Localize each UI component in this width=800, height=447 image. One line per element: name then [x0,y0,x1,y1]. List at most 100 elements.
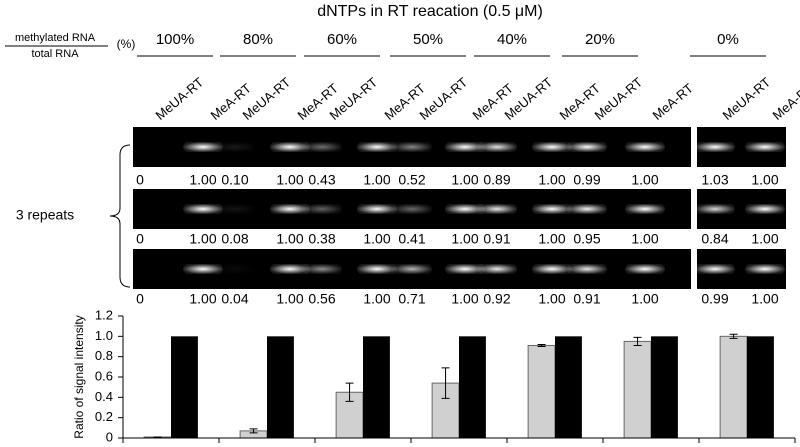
repeats-label: 3 repeats [16,207,74,223]
band [567,264,607,274]
band [695,204,735,214]
bar [363,336,390,438]
lane-label: MeUA-RT [416,74,470,123]
band-value: 1.00 [189,172,216,188]
band-value: 1.00 [363,172,390,188]
band-value: 0.92 [483,291,510,307]
band-value: 1.00 [276,172,303,188]
band-value: 1.00 [451,291,478,307]
unit: (%) [117,37,136,51]
y-tick-label: 1.2 [95,307,113,322]
band-value: 0.91 [573,291,600,307]
lane-label: MeA-RT [769,80,800,122]
band [302,264,342,274]
band-value: 0 [136,291,144,307]
band-value: 0.99 [701,291,728,307]
band [215,264,255,274]
y-tick-label: 0.4 [95,389,113,404]
lane-label: MeUA-RT [152,74,206,123]
band-value: 1.00 [751,231,778,247]
band [625,142,665,152]
lane-label: MeA-RT [649,80,696,122]
band-value: 0.89 [483,172,510,188]
lane-label: MeUA-RT [239,74,293,123]
band-value: 0.56 [308,291,335,307]
error-bar [729,333,738,339]
band-value: 0 [136,172,144,188]
band [532,204,572,214]
band-value: 0.38 [308,231,335,247]
band [477,142,517,152]
band-value: 0.99 [573,172,600,188]
bar [719,335,748,439]
band [392,264,432,274]
band [302,142,342,152]
percentage: 20% [585,31,615,48]
band [215,204,255,214]
error-bar [345,382,354,402]
band [183,204,223,214]
band-value: 1.00 [189,231,216,247]
band-value: 0.43 [308,172,335,188]
band-value: 1.00 [751,291,778,307]
band-value: 0.95 [573,231,600,247]
band [270,204,310,214]
y-tick-label: 0.8 [95,348,113,363]
band-value: 1.00 [276,291,303,307]
error-bar [633,336,642,346]
error-bar [537,343,546,347]
bar [171,336,198,438]
ratio-bottom: total RNA [31,48,79,60]
band-value: 0.71 [398,291,425,307]
band [270,142,310,152]
band [625,264,665,274]
band [532,142,572,152]
band [532,264,572,274]
bar [747,336,774,438]
percentage: 100% [156,31,194,48]
band [745,142,785,152]
bar [555,336,582,438]
y-tick-label: 0.2 [95,409,113,424]
band [625,204,665,214]
band-value: 0.08 [221,231,248,247]
y-tick-label: 1.0 [95,328,113,343]
band-value: 1.00 [631,291,658,307]
band-value: 0.04 [221,291,248,307]
band [445,142,485,152]
band-value: 0.84 [701,231,728,247]
band-value: 1.00 [631,172,658,188]
bracket [109,144,131,288]
band [392,142,432,152]
band [567,142,607,152]
band [695,264,735,274]
band [745,204,785,214]
band [392,204,432,214]
y-tick-label: 0 [106,429,113,444]
lane-label: MeUA-RT [591,74,645,123]
band [477,204,517,214]
percentage: 40% [497,31,527,48]
band [270,264,310,274]
error-bar [249,428,258,434]
band-value: 1.00 [631,231,658,247]
band [183,142,223,152]
error-bar [441,367,450,399]
percentage: 60% [327,31,357,48]
band [445,264,485,274]
band [567,204,607,214]
band-value: 0.91 [483,231,510,247]
bar [267,336,294,438]
band [215,142,255,152]
band [695,142,735,152]
band-value: 0.41 [398,231,425,247]
band-value: 1.00 [451,172,478,188]
band-value: 1.03 [701,172,728,188]
bar [459,336,486,438]
band [183,264,223,274]
band-value: 0.10 [221,172,248,188]
band [357,204,397,214]
band-value: 1.00 [751,172,778,188]
y-axis-label: Ratio of signal intensity [72,315,86,438]
